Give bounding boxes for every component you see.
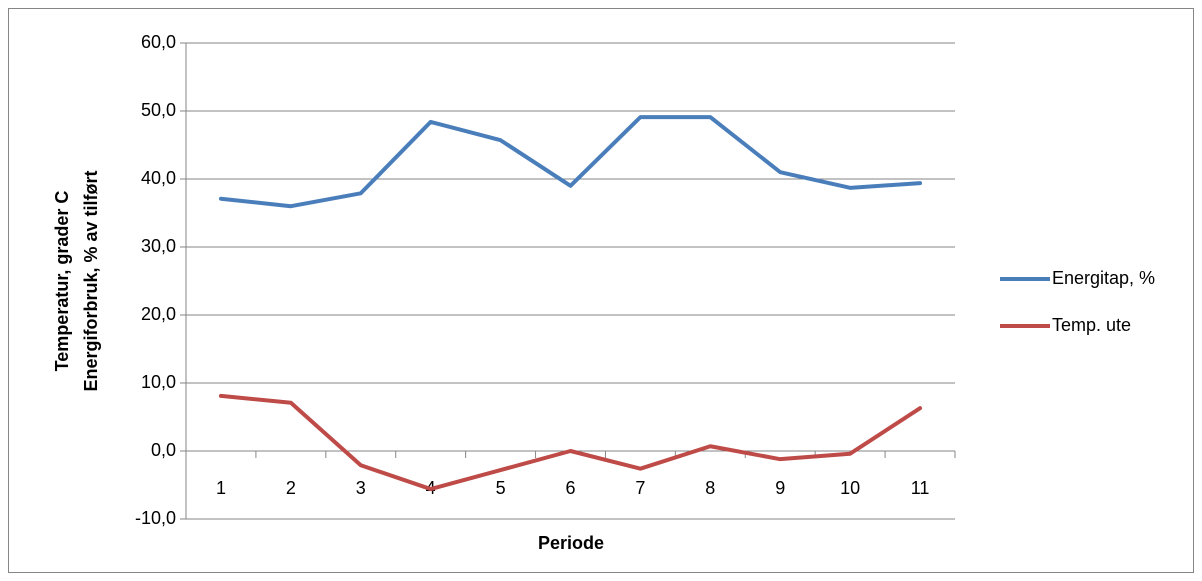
x-tick-label: 3	[356, 478, 366, 498]
y-axis-title: Temperatur, grader C	[52, 191, 72, 372]
y-tick-label: 10,0	[141, 372, 176, 392]
x-tick-label: 8	[705, 478, 715, 498]
y-tick-label: 30,0	[141, 236, 176, 256]
legend-label: Temp. ute	[1052, 315, 1131, 335]
chart-border	[8, 8, 1194, 573]
line-series	[218, 115, 923, 209]
y-tick-label: 50,0	[141, 100, 176, 120]
x-tick-label: 9	[775, 478, 785, 498]
x-tick-label: 7	[635, 478, 645, 498]
x-axis-title: Periode	[538, 533, 604, 553]
y-tick-label: 20,0	[141, 304, 176, 324]
x-tick-label: 2	[286, 478, 296, 498]
legend-label: Energitap, %	[1052, 268, 1155, 288]
line-series	[218, 393, 923, 492]
x-tick-label: 1	[216, 478, 226, 498]
y-tick-label: -10,0	[135, 508, 176, 528]
x-tick-label: 5	[496, 478, 506, 498]
y-tick-label: 60,0	[141, 32, 176, 52]
x-tick-label: 10	[840, 478, 860, 498]
y-tick-label: 0,0	[151, 440, 176, 460]
x-tick-label: 6	[565, 478, 575, 498]
y-axis-title: Energiforbruk, % av tilført	[81, 170, 101, 391]
x-tick-label: 11	[911, 478, 930, 498]
y-tick-label: 40,0	[141, 168, 176, 188]
